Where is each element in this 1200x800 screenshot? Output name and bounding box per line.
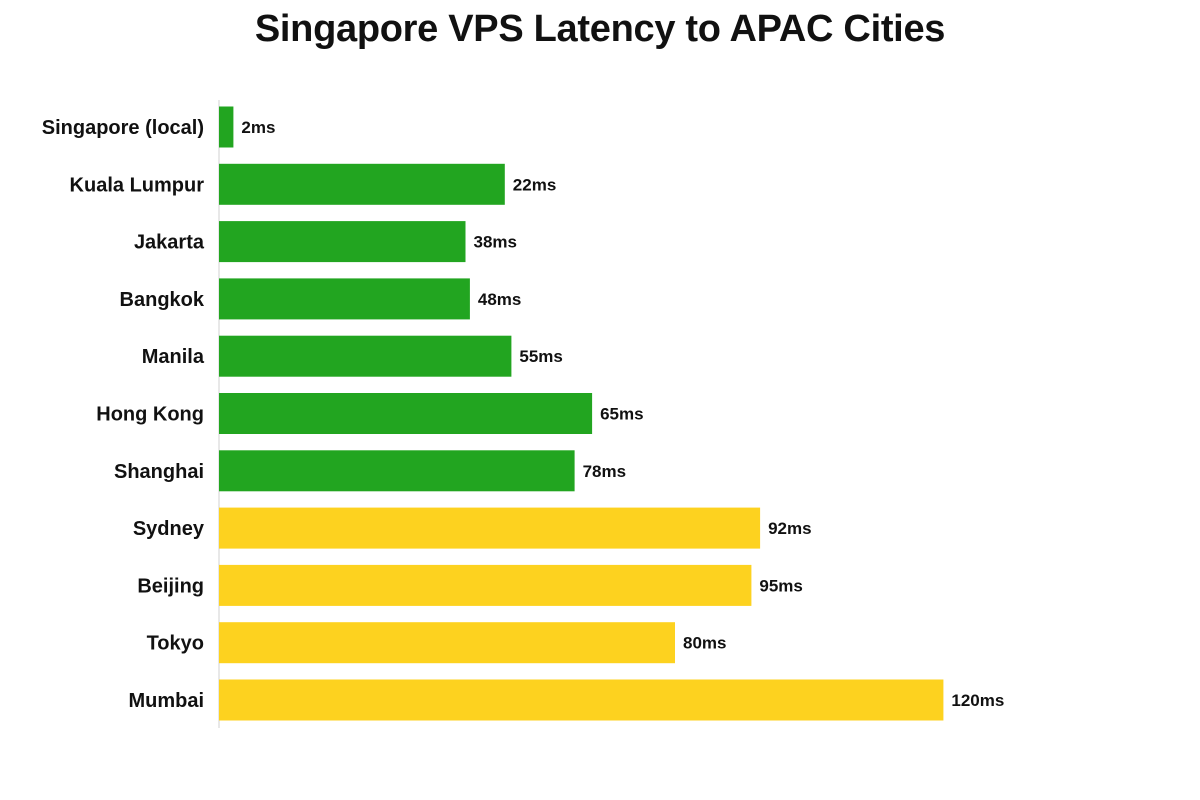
bar-8 [219,564,752,606]
bar-1 [219,163,505,205]
category-label: Tokyo [147,633,204,655]
value-label: 48ms [478,290,521,309]
value-label: 95ms [759,576,802,595]
bar-2 [219,221,466,263]
value-label: 92ms [768,519,811,538]
bar-6 [219,450,575,492]
category-label: Beijing [137,575,204,597]
bar-0 [219,106,234,148]
bar-3 [219,278,470,320]
category-label: Sydney [133,518,205,540]
value-label: 80ms [683,634,726,653]
category-label: Jakarta [134,232,205,254]
value-label: 55ms [519,347,562,366]
category-label: Singapore (local) [42,117,204,139]
bar-9 [219,622,675,664]
bar-5 [219,393,593,434]
category-label: Bangkok [120,289,205,311]
category-label: Shanghai [114,461,204,483]
bar-7 [219,507,761,549]
value-label: 120ms [951,691,1004,710]
category-label: Mumbai [128,690,204,712]
category-label: Kuala Lumpur [70,174,205,196]
value-label: 2ms [241,118,275,137]
chart-title: Singapore VPS Latency to APAC Cities [254,8,946,50]
bar-4 [219,335,512,377]
bars-layer: Singapore (local) 2ms Kuala Lumpur 22ms Jaka… [42,106,1004,721]
category-label: Hong Kong [96,404,204,426]
value-label: 65ms [600,405,643,424]
bar-10 [219,679,944,721]
value-label: 22ms [513,175,556,194]
value-label: 38ms [474,233,517,252]
category-label: Manila [142,346,205,368]
value-label: 78ms [583,462,626,481]
